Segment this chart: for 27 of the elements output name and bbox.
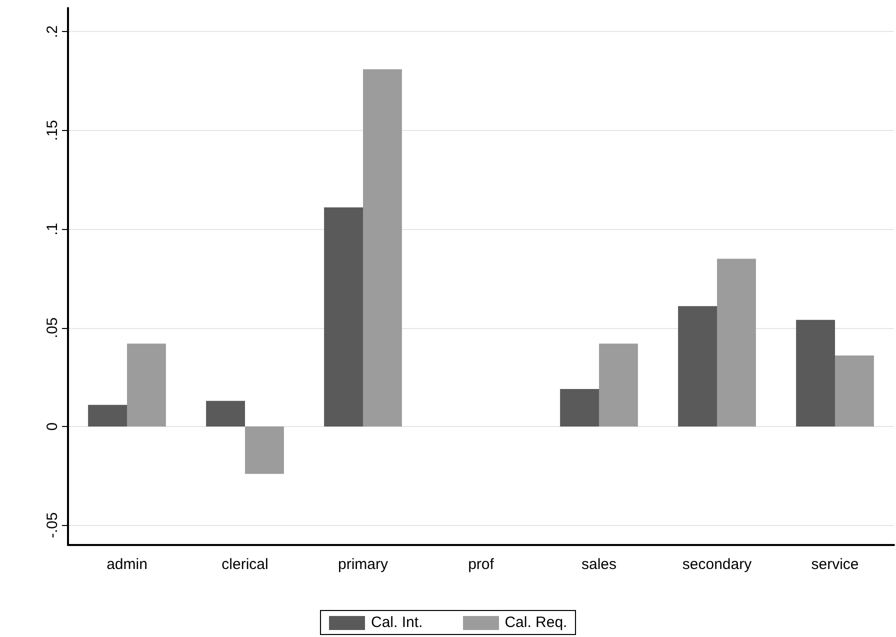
bar	[127, 344, 166, 427]
x-tick-label: primary	[338, 556, 388, 573]
bar	[363, 69, 402, 427]
y-tick-label: .15	[44, 120, 61, 141]
y-tick-label: -.05	[44, 512, 61, 538]
legend-label: Cal. Req.	[504, 614, 568, 631]
bar	[245, 426, 284, 474]
bar	[678, 306, 717, 427]
y-tick-label: .05	[44, 317, 61, 338]
x-tick-label: secondary	[682, 556, 752, 573]
x-tick-label: sales	[581, 556, 617, 573]
y-tick-label: 0	[44, 422, 61, 431]
bar	[324, 207, 363, 427]
bar	[599, 344, 638, 427]
y-tick-label: .1	[44, 222, 61, 236]
bar	[835, 355, 874, 427]
bar	[796, 320, 835, 427]
y-tick-label: .2	[44, 25, 61, 38]
x-tick-label: service	[811, 556, 859, 573]
x-tick-label: clerical	[222, 556, 268, 573]
bar	[88, 404, 127, 427]
legend-label: Cal. Int.	[371, 614, 423, 631]
bar	[560, 389, 599, 427]
x-tick-label: admin	[106, 556, 148, 573]
x-tick-label: prof	[468, 556, 495, 573]
bar	[206, 400, 245, 427]
bar	[717, 258, 756, 427]
